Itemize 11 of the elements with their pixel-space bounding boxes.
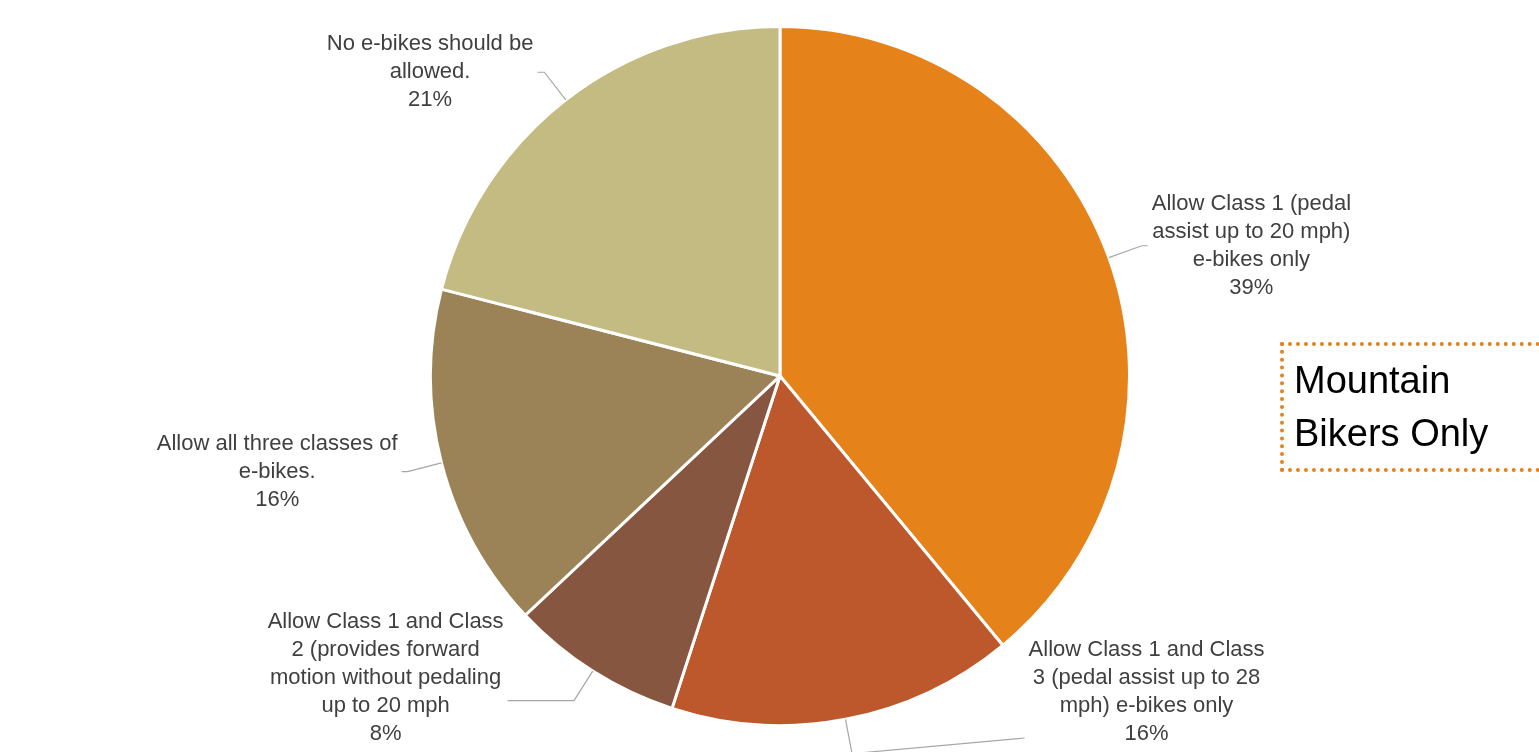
data-label: 8% (369, 720, 402, 746)
slice-label: Allow all three classes of e-bikes. (156, 429, 399, 483)
slice-label: Allow Class 1 and Class 3 (pedal assist up to 28 mph) e-bikes only (1028, 636, 1265, 718)
data-label: 16% (1124, 720, 1169, 746)
slice-label: No e-bikes should be allowed. (326, 30, 534, 84)
text: Mountain Bikers Only (1280, 342, 1539, 473)
slice-label: Allow Class 1 (pedal assist up to 20 mph) e-bikes only (1151, 189, 1352, 271)
data-label: 16% (255, 485, 300, 511)
slice-label: Allow Class 1 and Class 2 (provides forward motion without pedaling up to 20 mph (267, 608, 504, 718)
data-label: 21% (408, 86, 453, 112)
data-label: 39% (1229, 273, 1274, 299)
